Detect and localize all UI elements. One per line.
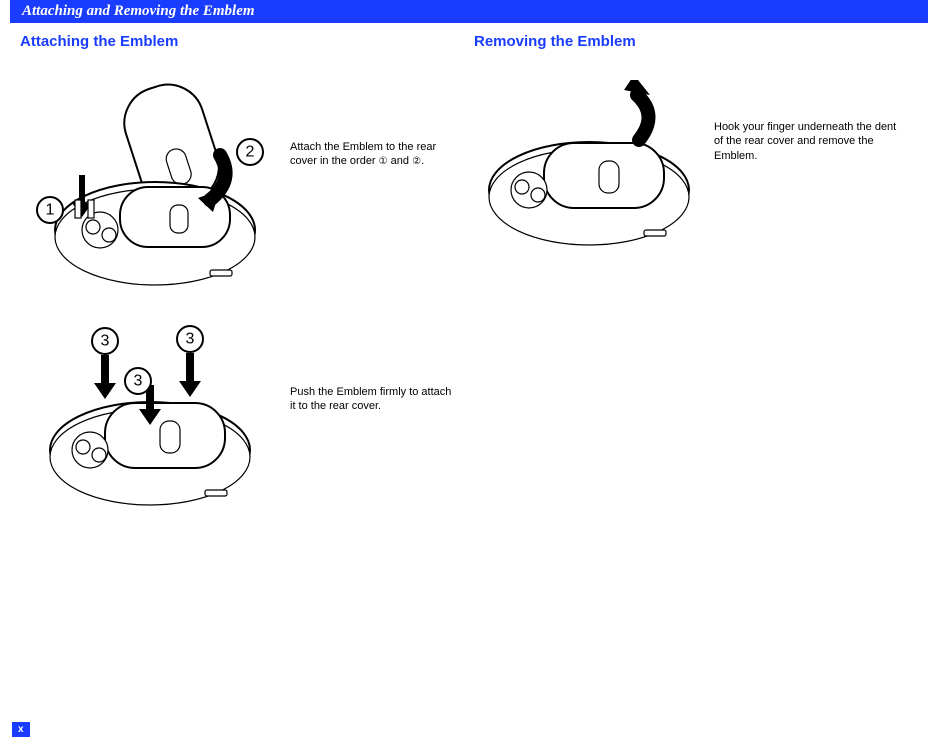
- step-1: 1 2 Attach the Emblem to the rear cover …: [20, 80, 454, 295]
- circle-3a-text: 3: [101, 333, 110, 350]
- caption-attach-2: Push the Emblem firmly to attach it to t…: [280, 325, 454, 414]
- heading-removing: Removing the Emblem: [474, 33, 908, 50]
- step-2: 3 3 3 Push the Emblem firmly to attach i…: [20, 325, 454, 530]
- cap1-n1: ①: [379, 155, 388, 168]
- page-number: x: [12, 722, 30, 737]
- column-attaching: Attaching the Emblem: [20, 33, 464, 560]
- cap1b: and: [388, 155, 412, 167]
- circle-3b-text: 3: [186, 331, 195, 348]
- content-area: Attaching the Emblem: [0, 23, 928, 570]
- circle-1-text: 1: [46, 202, 55, 219]
- circle-3c-text: 3: [134, 373, 143, 390]
- caption-attach-1: Attach the Emblem to the rear cover in t…: [280, 80, 454, 169]
- illustration-attach-2: 3 3 3: [20, 325, 280, 530]
- illustration-remove: [474, 80, 704, 265]
- title-bar: Attaching and Removing the Emblem: [0, 0, 928, 23]
- column-removing: Removing the Emblem: [464, 33, 908, 560]
- circle-2-text: 2: [246, 144, 255, 161]
- caption-remove: Hook your finger underneath the dent of …: [704, 80, 908, 163]
- title-text: Attaching and Removing the Emblem: [22, 3, 255, 19]
- cap1c: .: [421, 155, 424, 167]
- cap1-n2: ②: [412, 155, 421, 168]
- step-remove: Hook your finger underneath the dent of …: [474, 80, 908, 265]
- illustration-attach-1: 1 2: [20, 80, 280, 295]
- heading-attaching: Attaching the Emblem: [20, 33, 454, 50]
